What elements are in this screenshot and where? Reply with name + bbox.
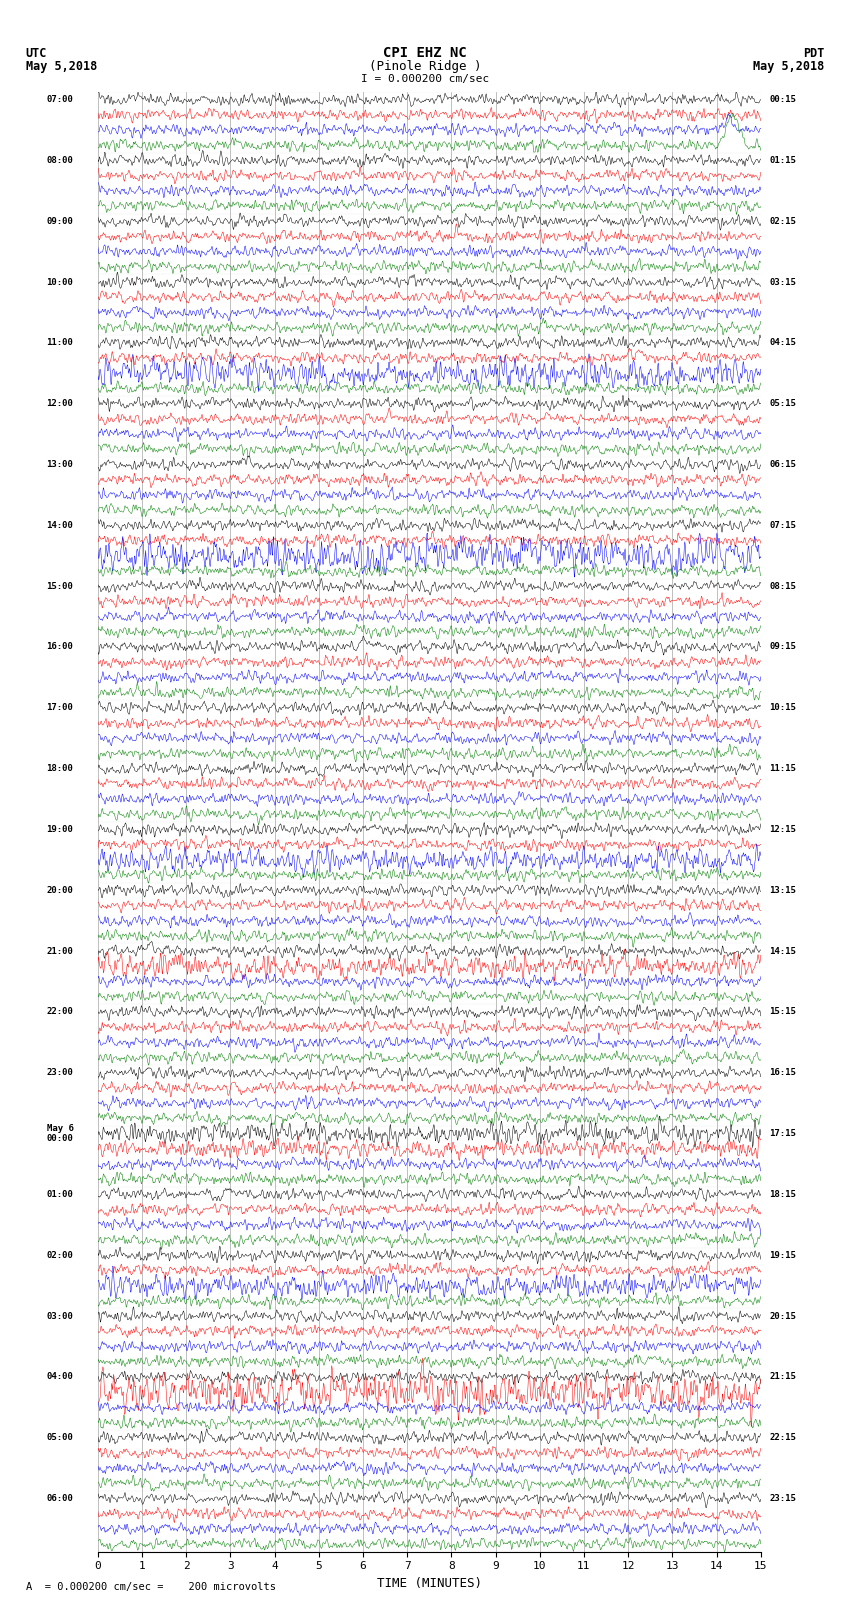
Text: 02:15: 02:15 (769, 216, 796, 226)
Text: (Pinole Ridge ): (Pinole Ridge ) (369, 60, 481, 73)
Text: 11:00: 11:00 (47, 339, 73, 347)
Text: 13:00: 13:00 (47, 460, 73, 469)
Text: 06:00: 06:00 (47, 1494, 73, 1503)
Text: 12:15: 12:15 (769, 824, 796, 834)
Text: 16:00: 16:00 (47, 642, 73, 652)
Text: 22:15: 22:15 (769, 1434, 796, 1442)
Text: 17:00: 17:00 (47, 703, 73, 713)
Text: 18:15: 18:15 (769, 1190, 796, 1198)
Text: 19:00: 19:00 (47, 824, 73, 834)
X-axis label: TIME (MINUTES): TIME (MINUTES) (377, 1578, 482, 1590)
Text: 23:15: 23:15 (769, 1494, 796, 1503)
Text: 10:15: 10:15 (769, 703, 796, 713)
Text: 09:00: 09:00 (47, 216, 73, 226)
Text: 17:15: 17:15 (769, 1129, 796, 1139)
Text: 04:15: 04:15 (769, 339, 796, 347)
Text: 19:15: 19:15 (769, 1250, 796, 1260)
Text: 20:00: 20:00 (47, 886, 73, 895)
Text: 15:15: 15:15 (769, 1008, 796, 1016)
Text: 08:15: 08:15 (769, 582, 796, 590)
Text: 06:15: 06:15 (769, 460, 796, 469)
Text: 05:00: 05:00 (47, 1434, 73, 1442)
Text: 20:15: 20:15 (769, 1311, 796, 1321)
Text: 23:00: 23:00 (47, 1068, 73, 1077)
Text: I = 0.000200 cm/sec: I = 0.000200 cm/sec (361, 74, 489, 84)
Text: 21:00: 21:00 (47, 947, 73, 955)
Text: 10:00: 10:00 (47, 277, 73, 287)
Text: A  = 0.000200 cm/sec =    200 microvolts: A = 0.000200 cm/sec = 200 microvolts (26, 1582, 275, 1592)
Text: May 5,2018: May 5,2018 (26, 60, 97, 73)
Text: 04:00: 04:00 (47, 1373, 73, 1381)
Text: 01:00: 01:00 (47, 1190, 73, 1198)
Text: 16:15: 16:15 (769, 1068, 796, 1077)
Text: 03:00: 03:00 (47, 1311, 73, 1321)
Text: 08:00: 08:00 (47, 156, 73, 165)
Text: 15:00: 15:00 (47, 582, 73, 590)
Text: 03:15: 03:15 (769, 277, 796, 287)
Text: 11:15: 11:15 (769, 765, 796, 773)
Text: May 6: May 6 (47, 1124, 73, 1134)
Text: May 5,2018: May 5,2018 (753, 60, 824, 73)
Text: 05:15: 05:15 (769, 398, 796, 408)
Text: 09:15: 09:15 (769, 642, 796, 652)
Text: 22:00: 22:00 (47, 1008, 73, 1016)
Text: 00:15: 00:15 (769, 95, 796, 105)
Text: 13:15: 13:15 (769, 886, 796, 895)
Text: 07:00: 07:00 (47, 95, 73, 105)
Text: CPI EHZ NC: CPI EHZ NC (383, 47, 467, 60)
Text: 12:00: 12:00 (47, 398, 73, 408)
Text: 21:15: 21:15 (769, 1373, 796, 1381)
Text: PDT: PDT (803, 47, 824, 60)
Text: 00:00: 00:00 (47, 1134, 73, 1142)
Text: 18:00: 18:00 (47, 765, 73, 773)
Text: UTC: UTC (26, 47, 47, 60)
Text: 07:15: 07:15 (769, 521, 796, 529)
Text: 02:00: 02:00 (47, 1250, 73, 1260)
Text: 14:00: 14:00 (47, 521, 73, 529)
Text: 01:15: 01:15 (769, 156, 796, 165)
Text: 14:15: 14:15 (769, 947, 796, 955)
